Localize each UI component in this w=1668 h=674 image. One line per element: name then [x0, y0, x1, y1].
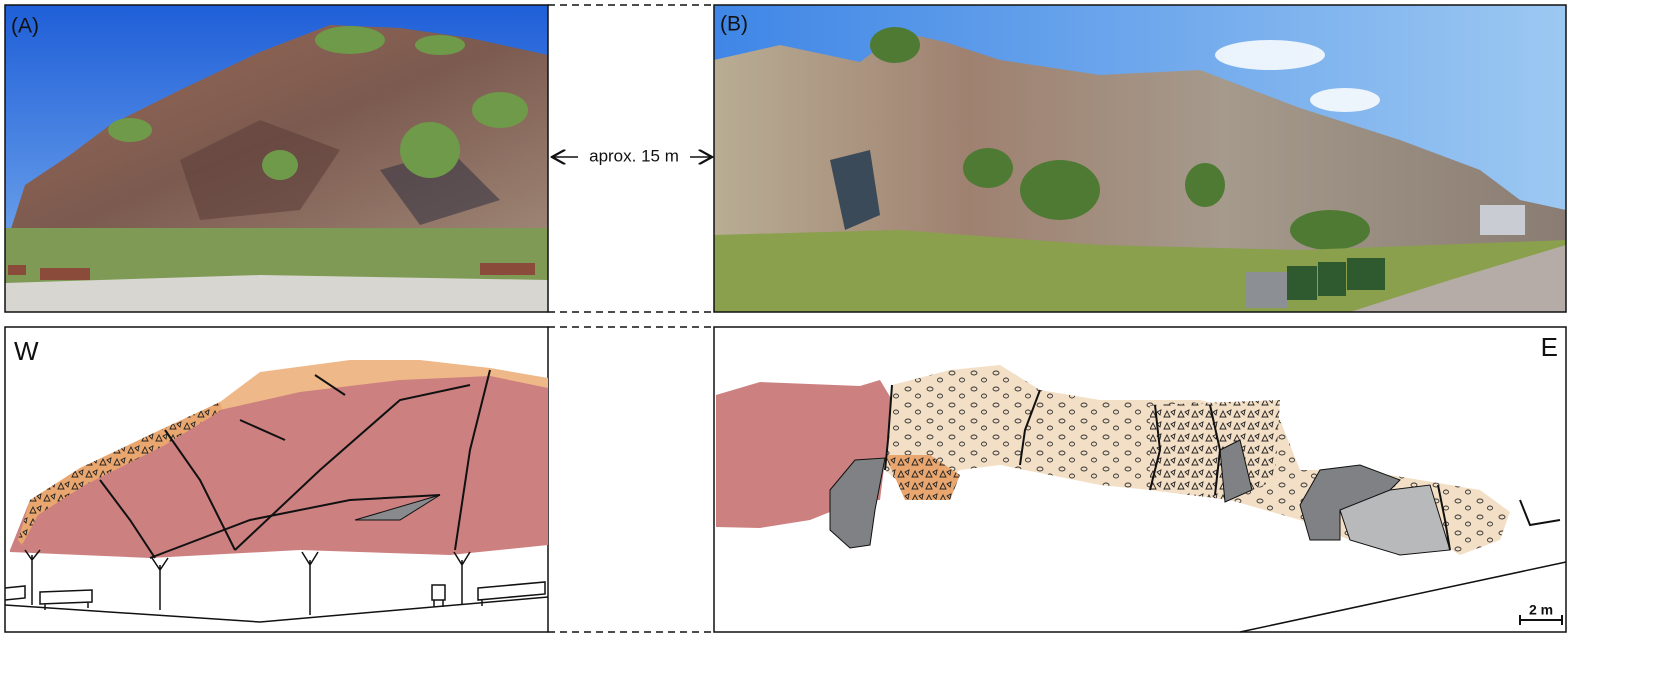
bush [963, 148, 1013, 188]
container [1347, 258, 1385, 290]
container [1318, 262, 1346, 296]
bush [870, 27, 920, 63]
page: aprox. 15 m (A) [0, 0, 1668, 674]
orientation-label: E [1541, 332, 1558, 362]
bench [480, 263, 535, 275]
orientation-label: W [14, 336, 39, 366]
bush [472, 92, 528, 128]
breccia-unit [1150, 400, 1280, 500]
connector-lines [548, 5, 714, 632]
bush [1290, 210, 1370, 250]
cloud [1215, 40, 1325, 70]
scale-label: 2 m [1529, 602, 1553, 618]
bush [315, 26, 385, 54]
container [1287, 266, 1317, 300]
photo-b: (B) [714, 5, 1566, 312]
pavement [5, 275, 548, 312]
bush [1185, 163, 1225, 207]
bench [40, 268, 90, 280]
diagram-east: 2 m E [714, 327, 1566, 632]
bush [1020, 160, 1100, 220]
building [1480, 205, 1525, 235]
figure: aprox. 15 m (A) [0, 0, 1668, 674]
bush [108, 118, 152, 142]
cloud [1310, 88, 1380, 112]
distance-label: aprox. 15 m [589, 146, 679, 165]
panel-label: (B) [720, 13, 748, 36]
bush [262, 150, 298, 180]
panel-label: (A) [11, 15, 39, 38]
container [1245, 272, 1287, 308]
bush [400, 122, 460, 178]
diagram-west: W [5, 327, 548, 632]
bush [415, 35, 465, 55]
photo-a: (A) [5, 5, 548, 312]
bench [8, 265, 26, 275]
